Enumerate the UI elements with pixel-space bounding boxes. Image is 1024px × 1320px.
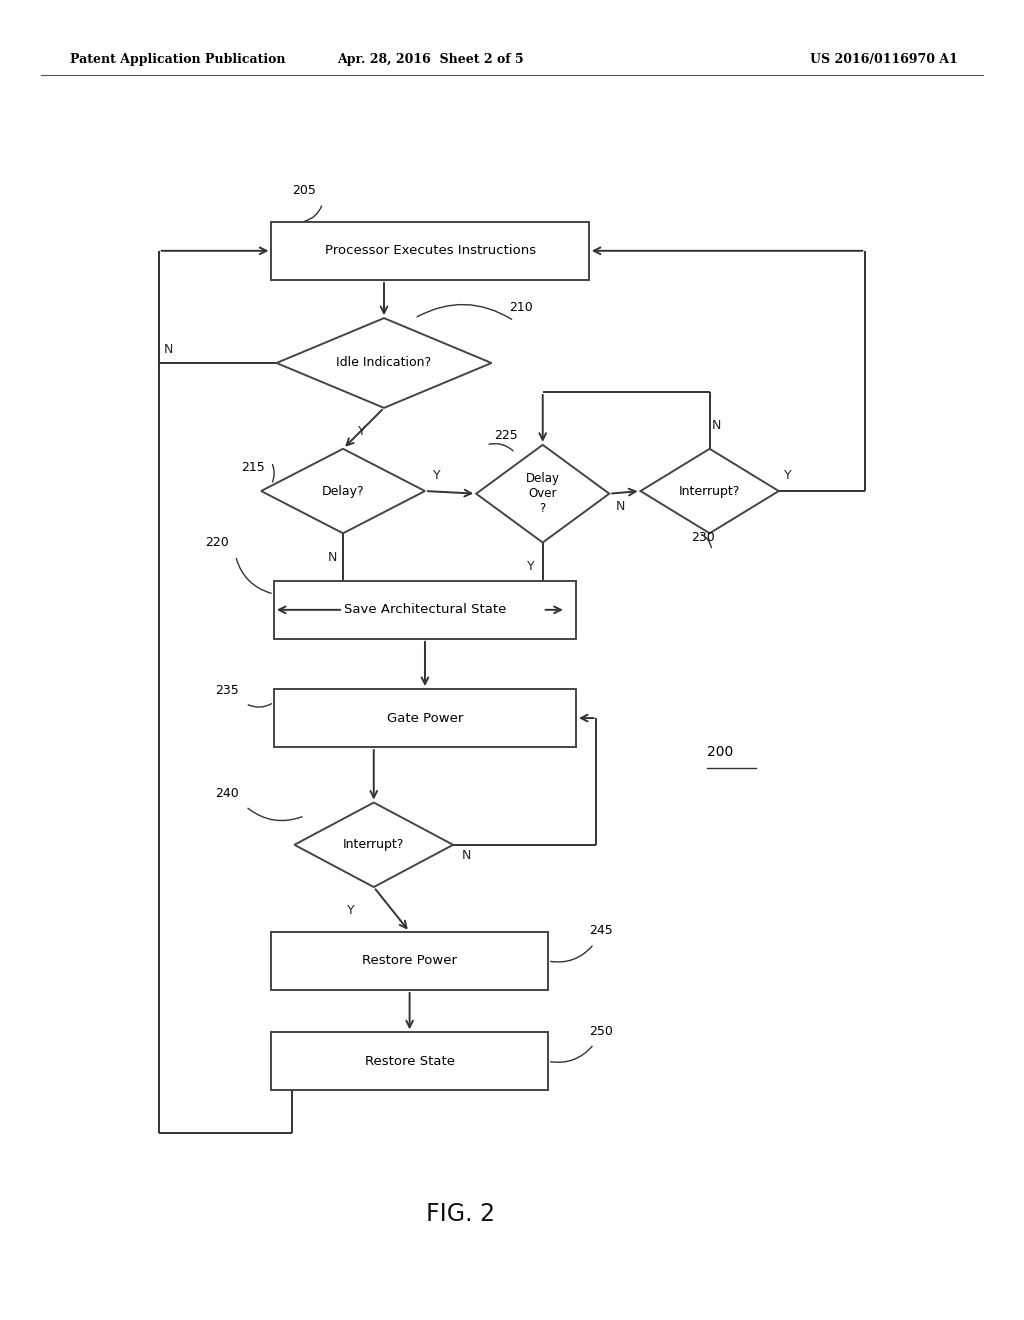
Text: Processor Executes Instructions: Processor Executes Instructions — [325, 244, 536, 257]
Bar — [271, 222, 589, 280]
Polygon shape — [641, 449, 778, 533]
Text: Restore Power: Restore Power — [362, 954, 457, 968]
Text: Gate Power: Gate Power — [387, 711, 463, 725]
Text: Y: Y — [357, 425, 366, 438]
Text: Interrupt?: Interrupt? — [679, 484, 740, 498]
Polygon shape — [261, 449, 425, 533]
Polygon shape — [276, 318, 492, 408]
Text: Save Architectural State: Save Architectural State — [344, 603, 506, 616]
Text: Patent Application Publication: Patent Application Publication — [70, 53, 285, 66]
Text: Y: Y — [347, 904, 355, 917]
Text: Delay?: Delay? — [322, 484, 365, 498]
Text: N: N — [461, 849, 471, 862]
Text: FIG. 2: FIG. 2 — [426, 1203, 496, 1226]
Text: 240: 240 — [215, 787, 239, 800]
Text: Idle Indication?: Idle Indication? — [337, 356, 431, 370]
Text: 245: 245 — [589, 924, 612, 937]
Text: Apr. 28, 2016  Sheet 2 of 5: Apr. 28, 2016 Sheet 2 of 5 — [337, 53, 523, 66]
Text: N: N — [712, 418, 721, 432]
Text: 225: 225 — [495, 429, 518, 442]
Text: US 2016/0116970 A1: US 2016/0116970 A1 — [810, 53, 957, 66]
Text: Y: Y — [526, 560, 535, 573]
Text: Y: Y — [784, 469, 792, 482]
Text: 250: 250 — [589, 1024, 612, 1038]
Text: N: N — [328, 550, 338, 564]
Bar — [273, 689, 575, 747]
Text: N: N — [615, 500, 625, 513]
Polygon shape — [295, 803, 453, 887]
Bar — [271, 932, 548, 990]
Bar — [273, 581, 575, 639]
Polygon shape — [476, 445, 609, 543]
Text: Delay
Over
?: Delay Over ? — [525, 473, 560, 515]
Text: N: N — [164, 343, 173, 356]
Text: Interrupt?: Interrupt? — [343, 838, 404, 851]
Text: 200: 200 — [707, 746, 733, 759]
Text: 220: 220 — [205, 536, 228, 549]
Text: 235: 235 — [215, 684, 239, 697]
Text: Y: Y — [433, 469, 440, 482]
Bar — [271, 1032, 548, 1090]
Text: Restore State: Restore State — [365, 1055, 455, 1068]
Text: 230: 230 — [691, 531, 715, 544]
Text: 210: 210 — [509, 301, 532, 314]
Text: 205: 205 — [292, 183, 315, 197]
Text: 215: 215 — [241, 461, 264, 474]
